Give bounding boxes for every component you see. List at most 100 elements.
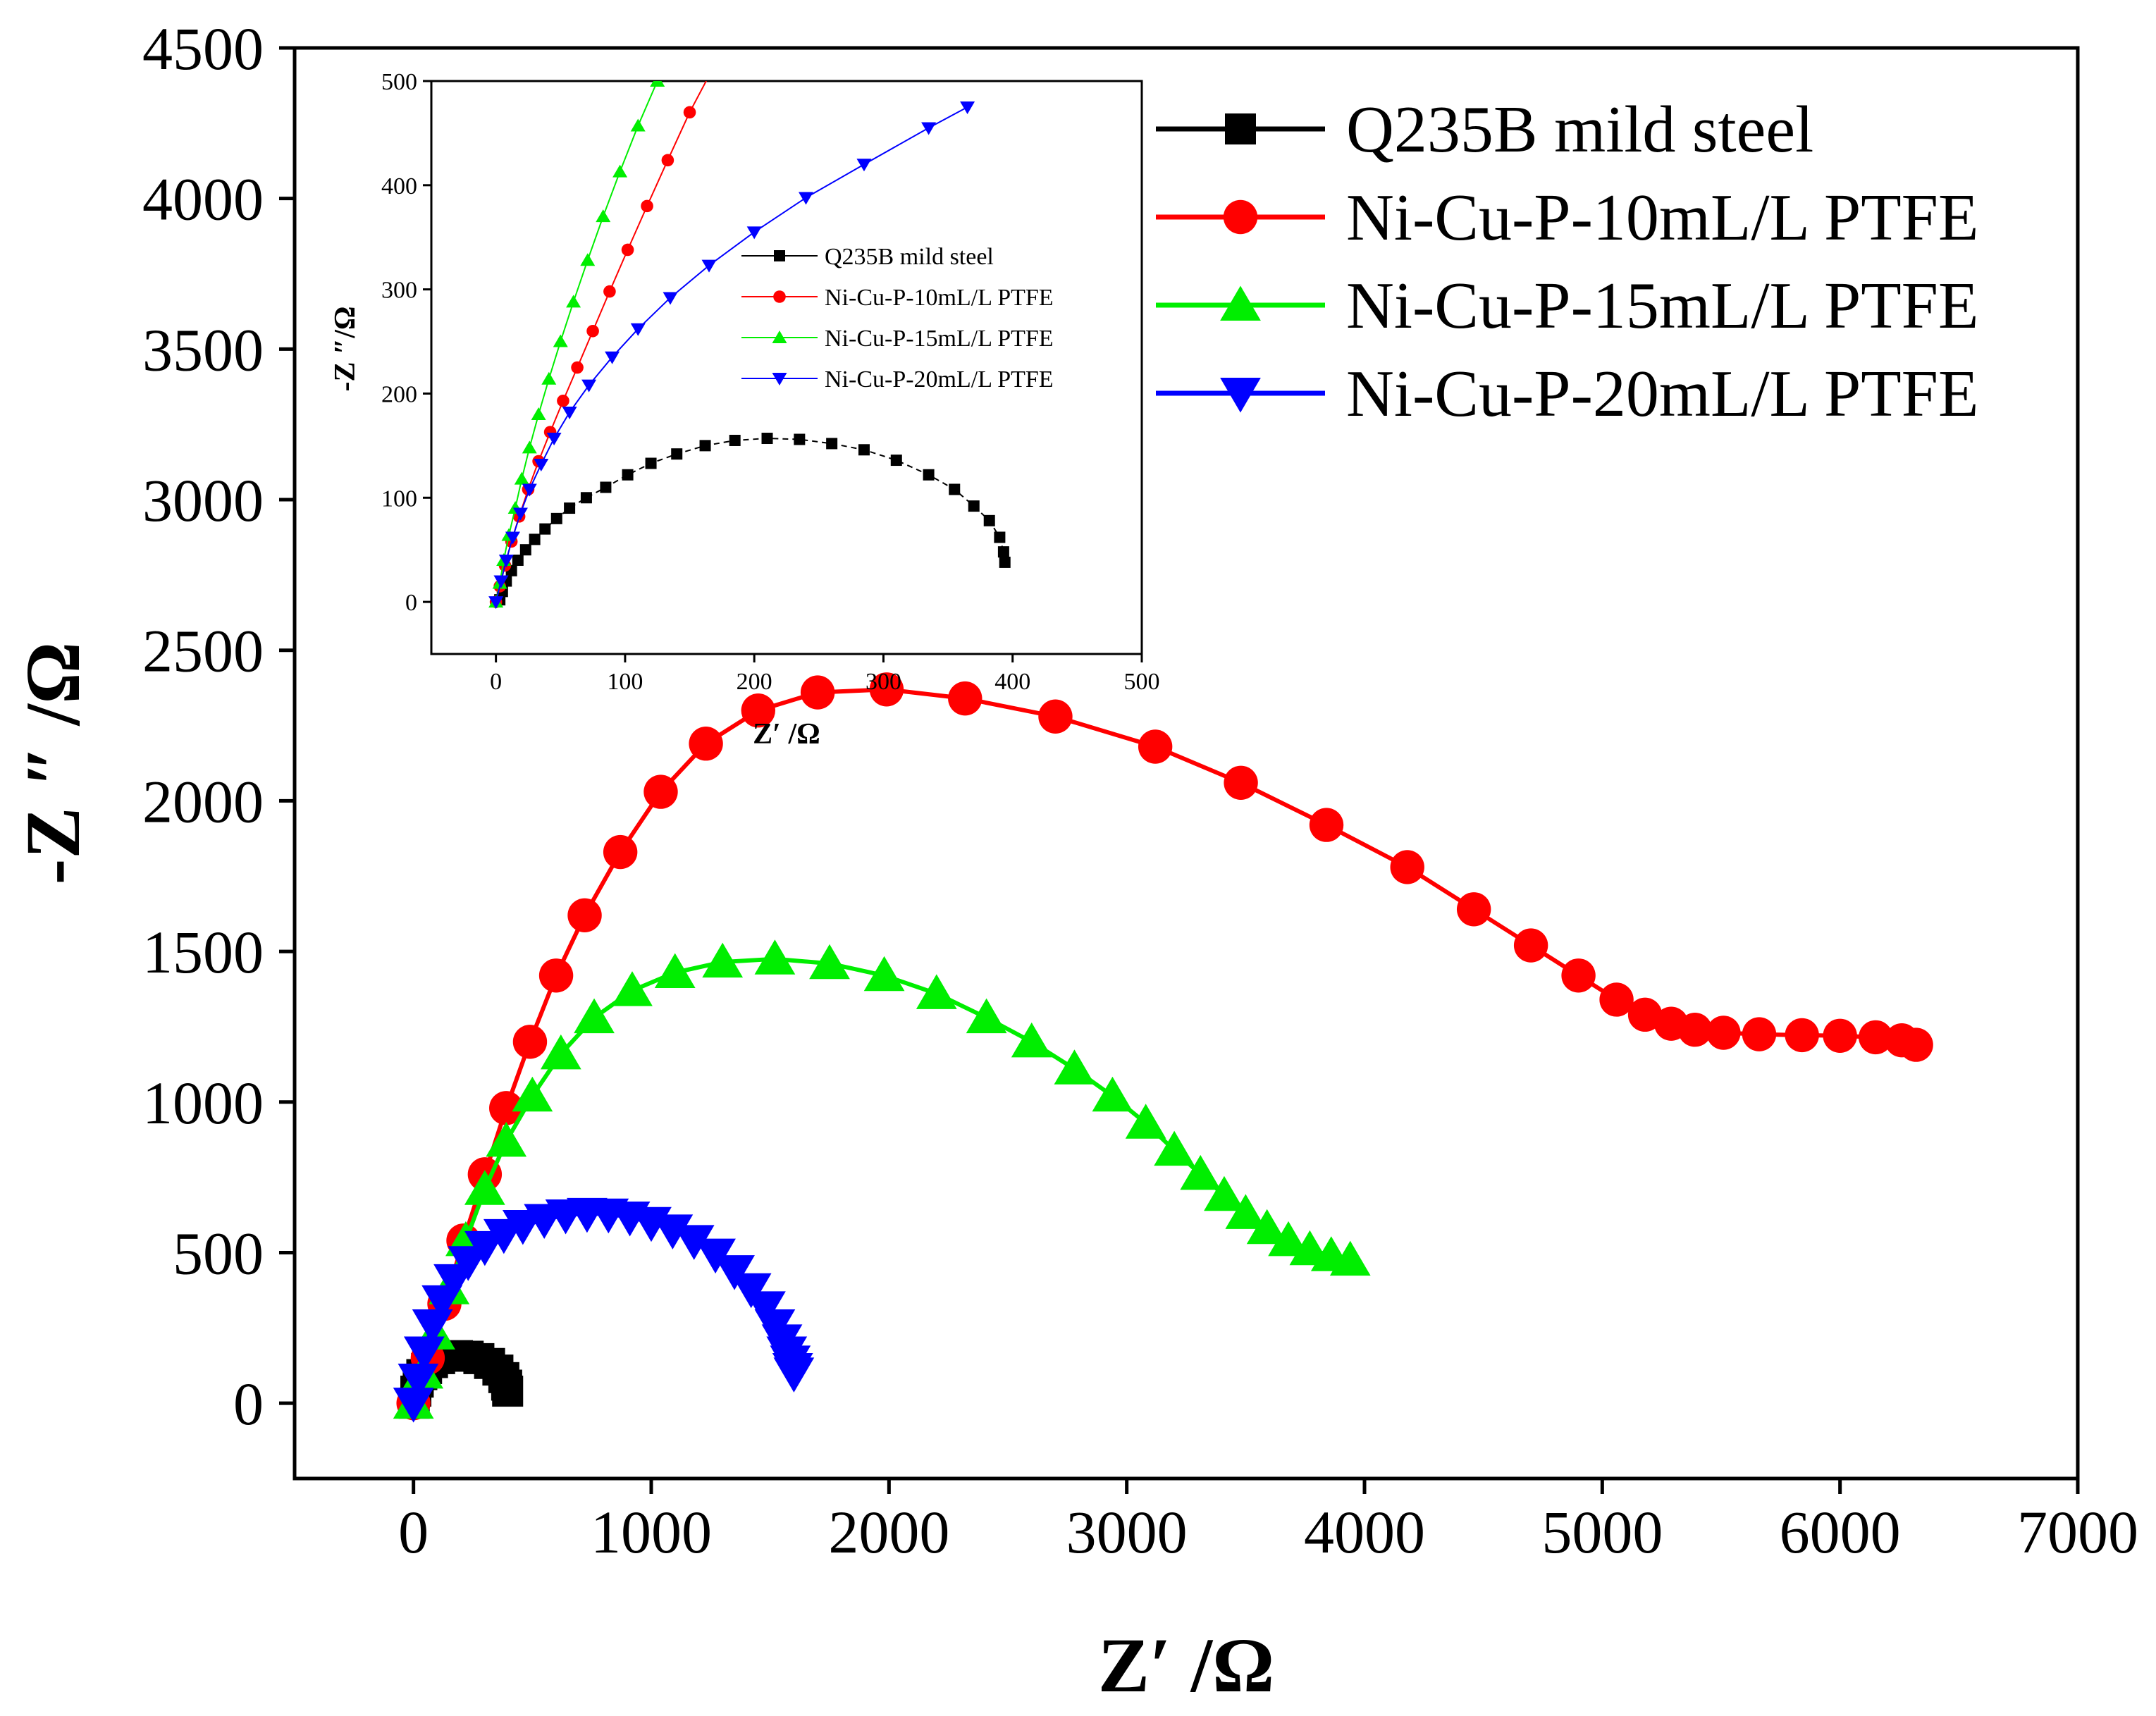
main-y-tick-label: 1000 <box>142 1069 264 1137</box>
inset-legend-item: Ni-Cu-P-10mL/L PTFE <box>741 285 1054 311</box>
main-data-point <box>1224 765 1258 800</box>
inset-data-point <box>671 448 683 460</box>
main-data-point <box>464 1170 505 1205</box>
main-data-point <box>869 672 904 707</box>
inset-data-point <box>683 106 696 119</box>
main-data-point <box>574 998 615 1034</box>
inset-data-point <box>605 351 620 364</box>
main-legend-item: Ni-Cu-P-10mL/L PTFE <box>1156 181 1978 254</box>
main-legend-label: Ni-Cu-P-10mL/L PTFE <box>1346 181 1978 254</box>
inset-legend-marker <box>772 331 787 343</box>
main-data-point <box>1092 1076 1133 1112</box>
main-data-point <box>863 956 905 992</box>
inset-data-point <box>488 596 504 610</box>
main-y-tick-label: 4500 <box>142 15 264 82</box>
main-data-point <box>1125 1104 1166 1139</box>
main-data-point <box>1054 1049 1095 1085</box>
main-data-point <box>1329 1240 1371 1276</box>
main-data-point <box>1823 1018 1857 1053</box>
main-data-point <box>1246 1209 1288 1245</box>
inset-data-point <box>586 324 599 338</box>
inset-data-point <box>622 469 634 481</box>
inset-data-point <box>529 533 541 545</box>
inset-legend-label: Ni-Cu-P-15mL/L PTFE <box>825 326 1054 352</box>
main-x-tick-label: 6000 <box>1780 1498 1901 1566</box>
inset-data-point <box>621 243 634 257</box>
inset-data-point <box>557 395 569 407</box>
inset-data-point <box>600 481 612 493</box>
main-data-point <box>702 942 744 978</box>
main-data-point <box>673 1225 715 1260</box>
inset-plot-frame <box>430 80 1143 655</box>
main-data-point <box>1785 1018 1819 1053</box>
main-data-point <box>745 1291 786 1326</box>
main-data-point <box>464 1230 505 1266</box>
inset-series-0 <box>494 433 1011 606</box>
inset-data-point <box>522 440 537 454</box>
main-data-point <box>612 971 653 1006</box>
main-series-2 <box>393 939 1371 1419</box>
inset-data-point <box>564 502 576 514</box>
inset-x-tick-label: 400 <box>994 669 1030 695</box>
main-series-line <box>411 687 1917 1405</box>
main-x-axis-label: Z′ /Ω <box>1098 1622 1274 1708</box>
inset-data-point <box>923 469 935 481</box>
main-series-layer <box>393 672 1933 1423</box>
main-data-point <box>540 1034 581 1070</box>
main-data-point <box>1204 1175 1245 1211</box>
main-axes: 0 1000 2000 3000 4000 5000 6000 700005001000150… <box>142 15 2138 1566</box>
inset-legend-label: Ni-Cu-P-20mL/L PTFE <box>825 366 1054 393</box>
inset-y-tick-label: 500 <box>381 69 417 95</box>
main-data-point <box>512 1025 548 1059</box>
main-legend: Q235B mild steel Ni-Cu-P-10mL/L PTFE Ni-Cu… <box>1156 93 1978 431</box>
inset-x-axis-label: Z′ /Ω <box>753 718 820 751</box>
main-y-tick-label: 0 <box>233 1370 264 1438</box>
main-data-point <box>1309 808 1344 842</box>
main-data-point <box>800 675 835 710</box>
inset-data-point <box>581 379 597 393</box>
main-data-point <box>730 1273 772 1309</box>
main-data-point <box>538 958 574 993</box>
main-data-point <box>966 998 1007 1034</box>
inset-data-point <box>562 407 577 420</box>
inset-x-tick-label: 200 <box>737 669 772 695</box>
inset-legend-marker <box>772 373 787 385</box>
inset-legend-marker <box>773 290 786 303</box>
main-data-point <box>1390 850 1424 884</box>
inset-data-point <box>641 199 653 213</box>
main-legend-marker <box>1225 113 1256 144</box>
main-data-point <box>1154 1130 1195 1166</box>
inset-series-layer <box>488 0 1011 610</box>
main-data-point <box>652 1214 694 1249</box>
main-data-point <box>1513 928 1548 963</box>
inset-data-point <box>689 0 703 8</box>
main-legend-marker <box>1220 285 1261 321</box>
inset-data-point <box>921 122 937 135</box>
inset-background <box>431 81 1142 654</box>
main-data-point <box>1859 1020 1893 1055</box>
inset-data-point <box>571 361 584 374</box>
inset-data-point <box>546 433 562 446</box>
main-x-tick-label: 2000 <box>828 1498 949 1566</box>
inset-legend: Q235B mild steel Ni-Cu-P-10mL/L PTFE Ni-Cu… <box>741 244 1054 393</box>
main-x-tick-label: 4000 <box>1304 1498 1425 1566</box>
main-series-3 <box>393 1197 815 1423</box>
inset-data-point <box>856 159 872 172</box>
main-data-point <box>1677 1013 1713 1047</box>
inset-legend-marker <box>774 250 785 261</box>
inset-data-point <box>699 440 711 452</box>
inset-data-point <box>858 444 870 456</box>
main-data-point <box>492 1376 524 1407</box>
inset-data-point <box>522 483 537 497</box>
inset-y-tick-label: 100 <box>381 486 417 512</box>
main-legend-label: Ni-Cu-P-20mL/L PTFE <box>1346 357 1978 431</box>
main-x-tick-label: 3000 <box>1066 1498 1188 1566</box>
main-data-point <box>1038 699 1073 734</box>
inset-data-point <box>997 546 1009 558</box>
inset-data-point <box>550 512 562 524</box>
inset-data-point <box>493 575 509 588</box>
inset-data-point <box>746 226 762 240</box>
inset-data-point <box>729 434 741 446</box>
inset-data-point <box>630 118 646 132</box>
main-y-tick-label: 1500 <box>142 918 264 986</box>
